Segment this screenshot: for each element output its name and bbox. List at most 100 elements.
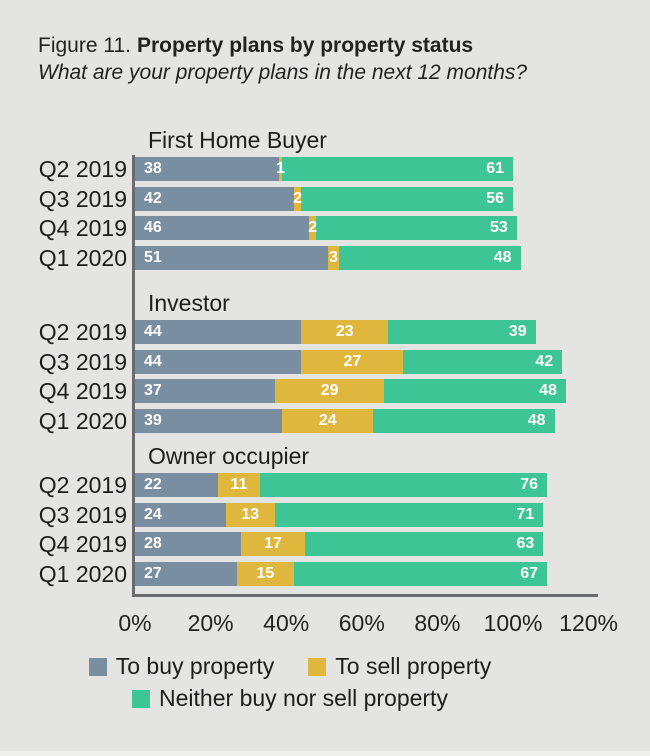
bar-row: 37 29 48 [135,379,566,404]
bar-value-neither: 48 [527,411,546,429]
bar-segment-sell [237,561,294,586]
bar-segment-sell [293,186,302,211]
bar-value-buy: 37 [144,382,162,400]
bar-segment-neither [316,216,517,241]
bar-segment-sell [274,379,385,404]
bar-segment-buy [135,502,226,527]
bar-segment-buy [135,349,302,374]
bar-row: 24 13 71 [135,502,544,527]
bar-value-neither: 53 [489,219,508,237]
bar-value-sell: 1 [276,160,285,177]
bar-segment-neither [259,473,547,497]
x-tick-label: 100% [483,610,543,636]
row-label: Q4 2019 [38,378,127,405]
bar-row: 51 3 48 [135,245,521,270]
bar-segment-sell [301,349,404,374]
legend-item-sell: To sell property [308,653,491,680]
bar-value-buy: 38 [144,160,162,177]
bar-segment-sell [308,216,317,241]
row-label: Q3 2019 [38,501,127,528]
bar-segment-neither [301,186,513,211]
bar-value-buy: 46 [144,219,162,237]
bar-segment-buy [135,320,302,344]
bar-value-neither: 39 [508,323,527,340]
bottom-edge-strip [0,751,650,756]
bar-segment-buy [135,216,309,241]
row-label: Q1 2020 [38,560,127,587]
bar-segment-neither [388,320,536,344]
bar-value-buy: 27 [144,564,162,582]
legend: To buy property To sell property Neither… [0,653,650,712]
bar-row: 44 23 39 [135,320,536,344]
bar-segment-neither [384,379,566,404]
x-tick-label: 40% [263,610,310,636]
x-tick-label: 20% [187,610,234,636]
bar-value-neither: 48 [493,248,512,266]
bar-segment-sell [278,157,283,181]
bar-segment-neither [373,408,555,433]
legend-swatch-sell-icon [308,657,327,676]
bar-value-sell: 3 [328,248,338,266]
bar-value-sell: 24 [318,411,337,429]
bar-value-sell: 2 [308,219,318,237]
bar-value-buy: 22 [144,476,162,493]
figure-number: Figure 11. [38,34,131,57]
bar-segment-buy [135,532,241,557]
bar-value-neither: 56 [486,189,504,207]
x-tick-label: 120% [559,610,618,636]
legend-label-neither: Neither buy nor sell property [159,685,448,711]
bar-segment-neither [339,245,521,270]
bar-value-sell: 17 [264,535,282,553]
bar-value-buy: 44 [144,352,162,370]
bar-value-sell: 29 [320,382,339,400]
x-axis-line [132,594,598,597]
bar-value-sell: 15 [256,564,275,582]
group-header-owner-occupier: Owner occupier [148,443,310,469]
row-label: Q4 2019 [38,215,127,242]
row-label: Q1 2020 [38,407,127,434]
bar-value-sell: 23 [335,323,354,340]
row-label: Q2 2019 [38,319,127,345]
y-axis-line [132,155,135,595]
legend-row: To buy property To sell property [88,653,491,680]
bar-row: 28 17 63 [135,532,544,557]
bar-value-buy: 39 [144,411,162,429]
group-header-investor: Investor [148,290,230,316]
bar-value-neither: 61 [486,160,504,177]
bar-segment-sell [240,532,306,557]
bar-value-sell: 27 [343,352,362,370]
group-header-first-home-buyer: First Home Buyer [148,127,327,153]
bar-value-buy: 44 [144,323,162,340]
bar-value-buy: 24 [144,505,162,523]
bar-segment-buy [135,186,294,211]
bar-segment-neither [293,561,547,586]
bar-segment-sell [225,502,275,527]
x-tick-label: 0% [118,610,152,636]
row-label: Q2 2019 [38,156,127,182]
legend-swatch-neither-icon [132,689,151,708]
row-label: Q3 2019 [38,348,127,375]
bar-value-buy: 51 [144,248,162,266]
bar-segment-sell [282,408,374,433]
legend-item-neither: Neither buy nor sell property [132,685,448,712]
bar-value-buy: 28 [144,535,162,553]
figure-subtitle: What are your property plans in the next… [38,61,528,84]
bar-value-neither: 76 [520,476,539,493]
bar-value-neither: 42 [535,352,554,370]
legend-label-buy: To buy property [115,653,275,679]
bar-row: 27 15 67 [135,561,548,586]
bar-segment-sell [327,245,340,270]
bar-segment-buy [135,157,279,181]
bar-row: 38 1 61 [135,157,513,181]
bar-value-neither: 71 [516,505,535,523]
bar-value-sell: 11 [230,476,248,493]
bar-segment-sell [218,473,260,497]
legend-swatch-buy-icon [88,657,107,676]
row-label: Q2 2019 [38,472,127,498]
bar-segment-neither [403,349,563,374]
bar-value-sell: 13 [241,505,260,523]
row-label: Q4 2019 [38,531,127,558]
bar-row: 22 11 76 [135,473,548,497]
bar-segment-buy [135,408,283,433]
bar-segment-buy [135,379,275,404]
